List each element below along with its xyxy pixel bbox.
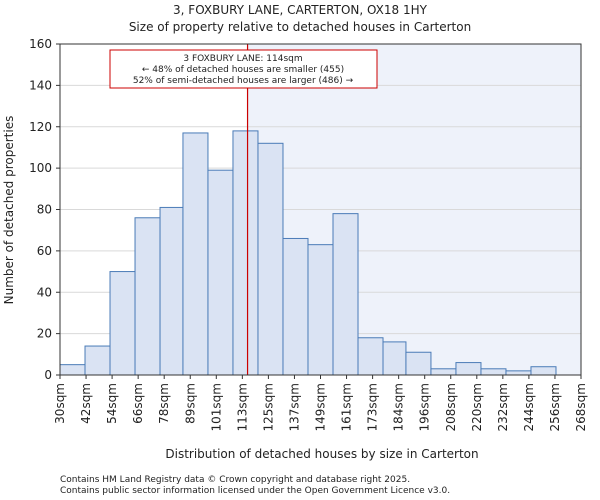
x-tick-label: 137sqm: [287, 383, 301, 431]
bar-256sqm: [530, 366, 557, 376]
y-tick-label: 0: [44, 368, 52, 382]
y-axis-label: Number of detached properties: [2, 116, 16, 305]
x-tick-label: 232sqm: [496, 383, 510, 431]
annotation-box: 3 FOXBURY LANE: 114sqm ← 48% of detached…: [109, 49, 378, 89]
y-tick-label: 100: [29, 161, 52, 175]
footer-line-2: Contains public sector information licen…: [60, 486, 450, 496]
x-tick-label: 244sqm: [522, 383, 536, 431]
bar-232sqm: [480, 368, 507, 376]
y-tick-label: 140: [29, 78, 52, 92]
footer-line-1: Contains HM Land Registry data © Crown c…: [60, 475, 410, 485]
bar-78sqm: [159, 206, 184, 376]
bar-137sqm: [282, 237, 309, 376]
bar-208sqm: [430, 368, 457, 376]
y-tick-label: 160: [29, 37, 52, 51]
bar-89sqm: [182, 132, 209, 376]
x-tick-label: 42sqm: [79, 383, 93, 424]
bar-54sqm: [109, 271, 136, 376]
x-axis-label: Distribution of detached houses by size …: [165, 447, 478, 461]
bar-66sqm: [134, 217, 161, 376]
x-tick-label: 149sqm: [314, 383, 328, 431]
x-tick-label: 173sqm: [366, 383, 380, 431]
bar-125sqm: [257, 142, 284, 376]
x-axis-ticks: 30sqm 42sqm 54sqm 66sqm 78sqm 89sqm 101sqm 113s…: [53, 375, 588, 431]
bar-196sqm: [405, 351, 432, 376]
chart-subtitle: Size of property relative to detached ho…: [129, 20, 471, 34]
y-tick-label: 40: [37, 285, 52, 299]
x-tick-label: 220sqm: [470, 383, 484, 431]
bar-149sqm: [307, 244, 334, 376]
y-tick-label: 80: [37, 203, 52, 217]
bar-42sqm: [84, 345, 111, 376]
bar-101sqm: [207, 169, 234, 376]
bar-244sqm: [505, 370, 532, 376]
x-tick-label: 184sqm: [392, 383, 406, 431]
bar-220sqm: [455, 362, 482, 376]
bar-30sqm: [59, 364, 86, 376]
x-tick-label: 30sqm: [53, 383, 67, 424]
x-tick-label: 161sqm: [340, 383, 354, 431]
y-tick-label: 60: [37, 244, 52, 258]
y-axis-ticks: 0 20 40 60 80 100 120 140 160: [29, 37, 60, 382]
bar-173sqm: [357, 337, 384, 376]
x-tick-label: 66sqm: [131, 383, 145, 424]
annotation-frame: [109, 49, 378, 89]
bar-184sqm: [382, 341, 407, 376]
y-tick-label: 20: [37, 327, 52, 341]
bar-113sqm: [232, 130, 259, 376]
x-tick-label: 78sqm: [157, 383, 171, 424]
bar-161sqm: [332, 213, 359, 376]
x-tick-label: 256sqm: [548, 383, 562, 431]
annotation-line-3: 52% of semi-detached houses are larger (…: [133, 76, 354, 86]
x-tick-label: 54sqm: [105, 383, 119, 424]
chart-title: 3, FOXBURY LANE, CARTERTON, OX18 1HY: [173, 3, 428, 17]
annotation-line-1: 3 FOXBURY LANE: 114sqm: [183, 54, 302, 64]
y-tick-label: 120: [29, 120, 52, 134]
x-tick-label: 89sqm: [183, 383, 197, 424]
x-tick-label: 125sqm: [261, 383, 275, 431]
x-tick-label: 268sqm: [574, 383, 588, 431]
x-tick-label: 196sqm: [418, 383, 432, 431]
x-tick-label: 208sqm: [444, 383, 458, 431]
x-tick-label: 101sqm: [209, 383, 223, 431]
annotation-line-2: ← 48% of detached houses are smaller (45…: [142, 65, 344, 75]
bars-group: [59, 130, 557, 376]
x-tick-label: 113sqm: [235, 383, 249, 431]
